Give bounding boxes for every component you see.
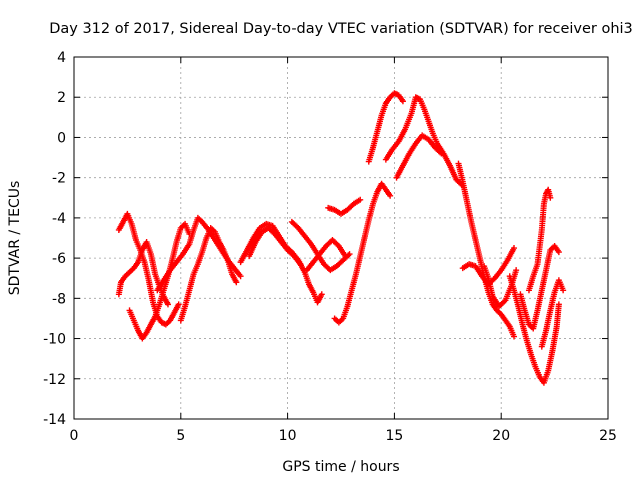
data-point: [438, 150, 445, 157]
series-track-p: [459, 245, 518, 288]
data-point: [345, 252, 352, 259]
y-tick-label: 2: [57, 90, 66, 106]
series-track-s: [517, 243, 562, 332]
series-track-u: [538, 277, 567, 350]
data-point: [297, 261, 304, 268]
x-tick-label: 5: [176, 428, 185, 444]
data-point: [547, 194, 554, 201]
x-tick-label: 0: [70, 428, 79, 444]
data-point: [318, 291, 325, 298]
data-point: [437, 149, 444, 156]
chart-title: Day 312 of 2017, Sidereal Day-to-day VTE…: [49, 21, 633, 37]
data-point: [555, 301, 562, 308]
y-tick-label: -10: [43, 332, 66, 348]
data-point: [342, 253, 349, 260]
y-axis-label: SDTVAR / TECUs: [7, 181, 23, 296]
data-point: [164, 301, 171, 308]
y-tick-label: 4: [57, 50, 66, 66]
x-axis-label: GPS time / hours: [282, 459, 399, 475]
data-point: [387, 192, 394, 199]
series-track-m: [382, 94, 466, 189]
data-point: [233, 279, 240, 286]
series-track-e: [177, 224, 240, 324]
data-point: [501, 298, 508, 305]
series-track-g: [246, 224, 304, 268]
series-track-a: [115, 210, 182, 328]
x-tick-label: 25: [599, 428, 617, 444]
series-track-j: [325, 196, 364, 217]
data-point: [399, 98, 406, 105]
data-point: [560, 287, 567, 294]
data-point: [513, 267, 520, 274]
series-track-k: [331, 180, 394, 326]
y-tick-label: -4: [52, 211, 66, 227]
x-tick-label: 10: [279, 428, 297, 444]
series-track-t: [525, 186, 554, 294]
x-tick-label: 20: [492, 428, 510, 444]
data-point: [511, 333, 518, 340]
series-track-c: [126, 220, 193, 342]
data-point: [555, 249, 562, 256]
series-track-n: [393, 132, 445, 181]
series-track-o: [455, 160, 518, 340]
y-tick-label: 0: [57, 130, 66, 146]
series-track-b: [115, 239, 171, 308]
data-point: [237, 273, 244, 280]
series-track-i: [303, 237, 349, 274]
y-tick-label: -2: [52, 171, 66, 187]
y-tick-label: -12: [43, 372, 66, 388]
y-tick-label: -6: [52, 251, 66, 267]
plot-frame: [73, 56, 609, 420]
series-track-l: [365, 90, 406, 165]
y-tick-label: -8: [52, 291, 66, 307]
series-track-r: [506, 273, 562, 386]
data-point: [511, 245, 518, 252]
x-tick-label: 15: [385, 428, 403, 444]
data-point: [175, 301, 182, 308]
data-point: [346, 251, 353, 258]
y-tick-label: -14: [43, 412, 66, 428]
data-point: [357, 196, 364, 203]
